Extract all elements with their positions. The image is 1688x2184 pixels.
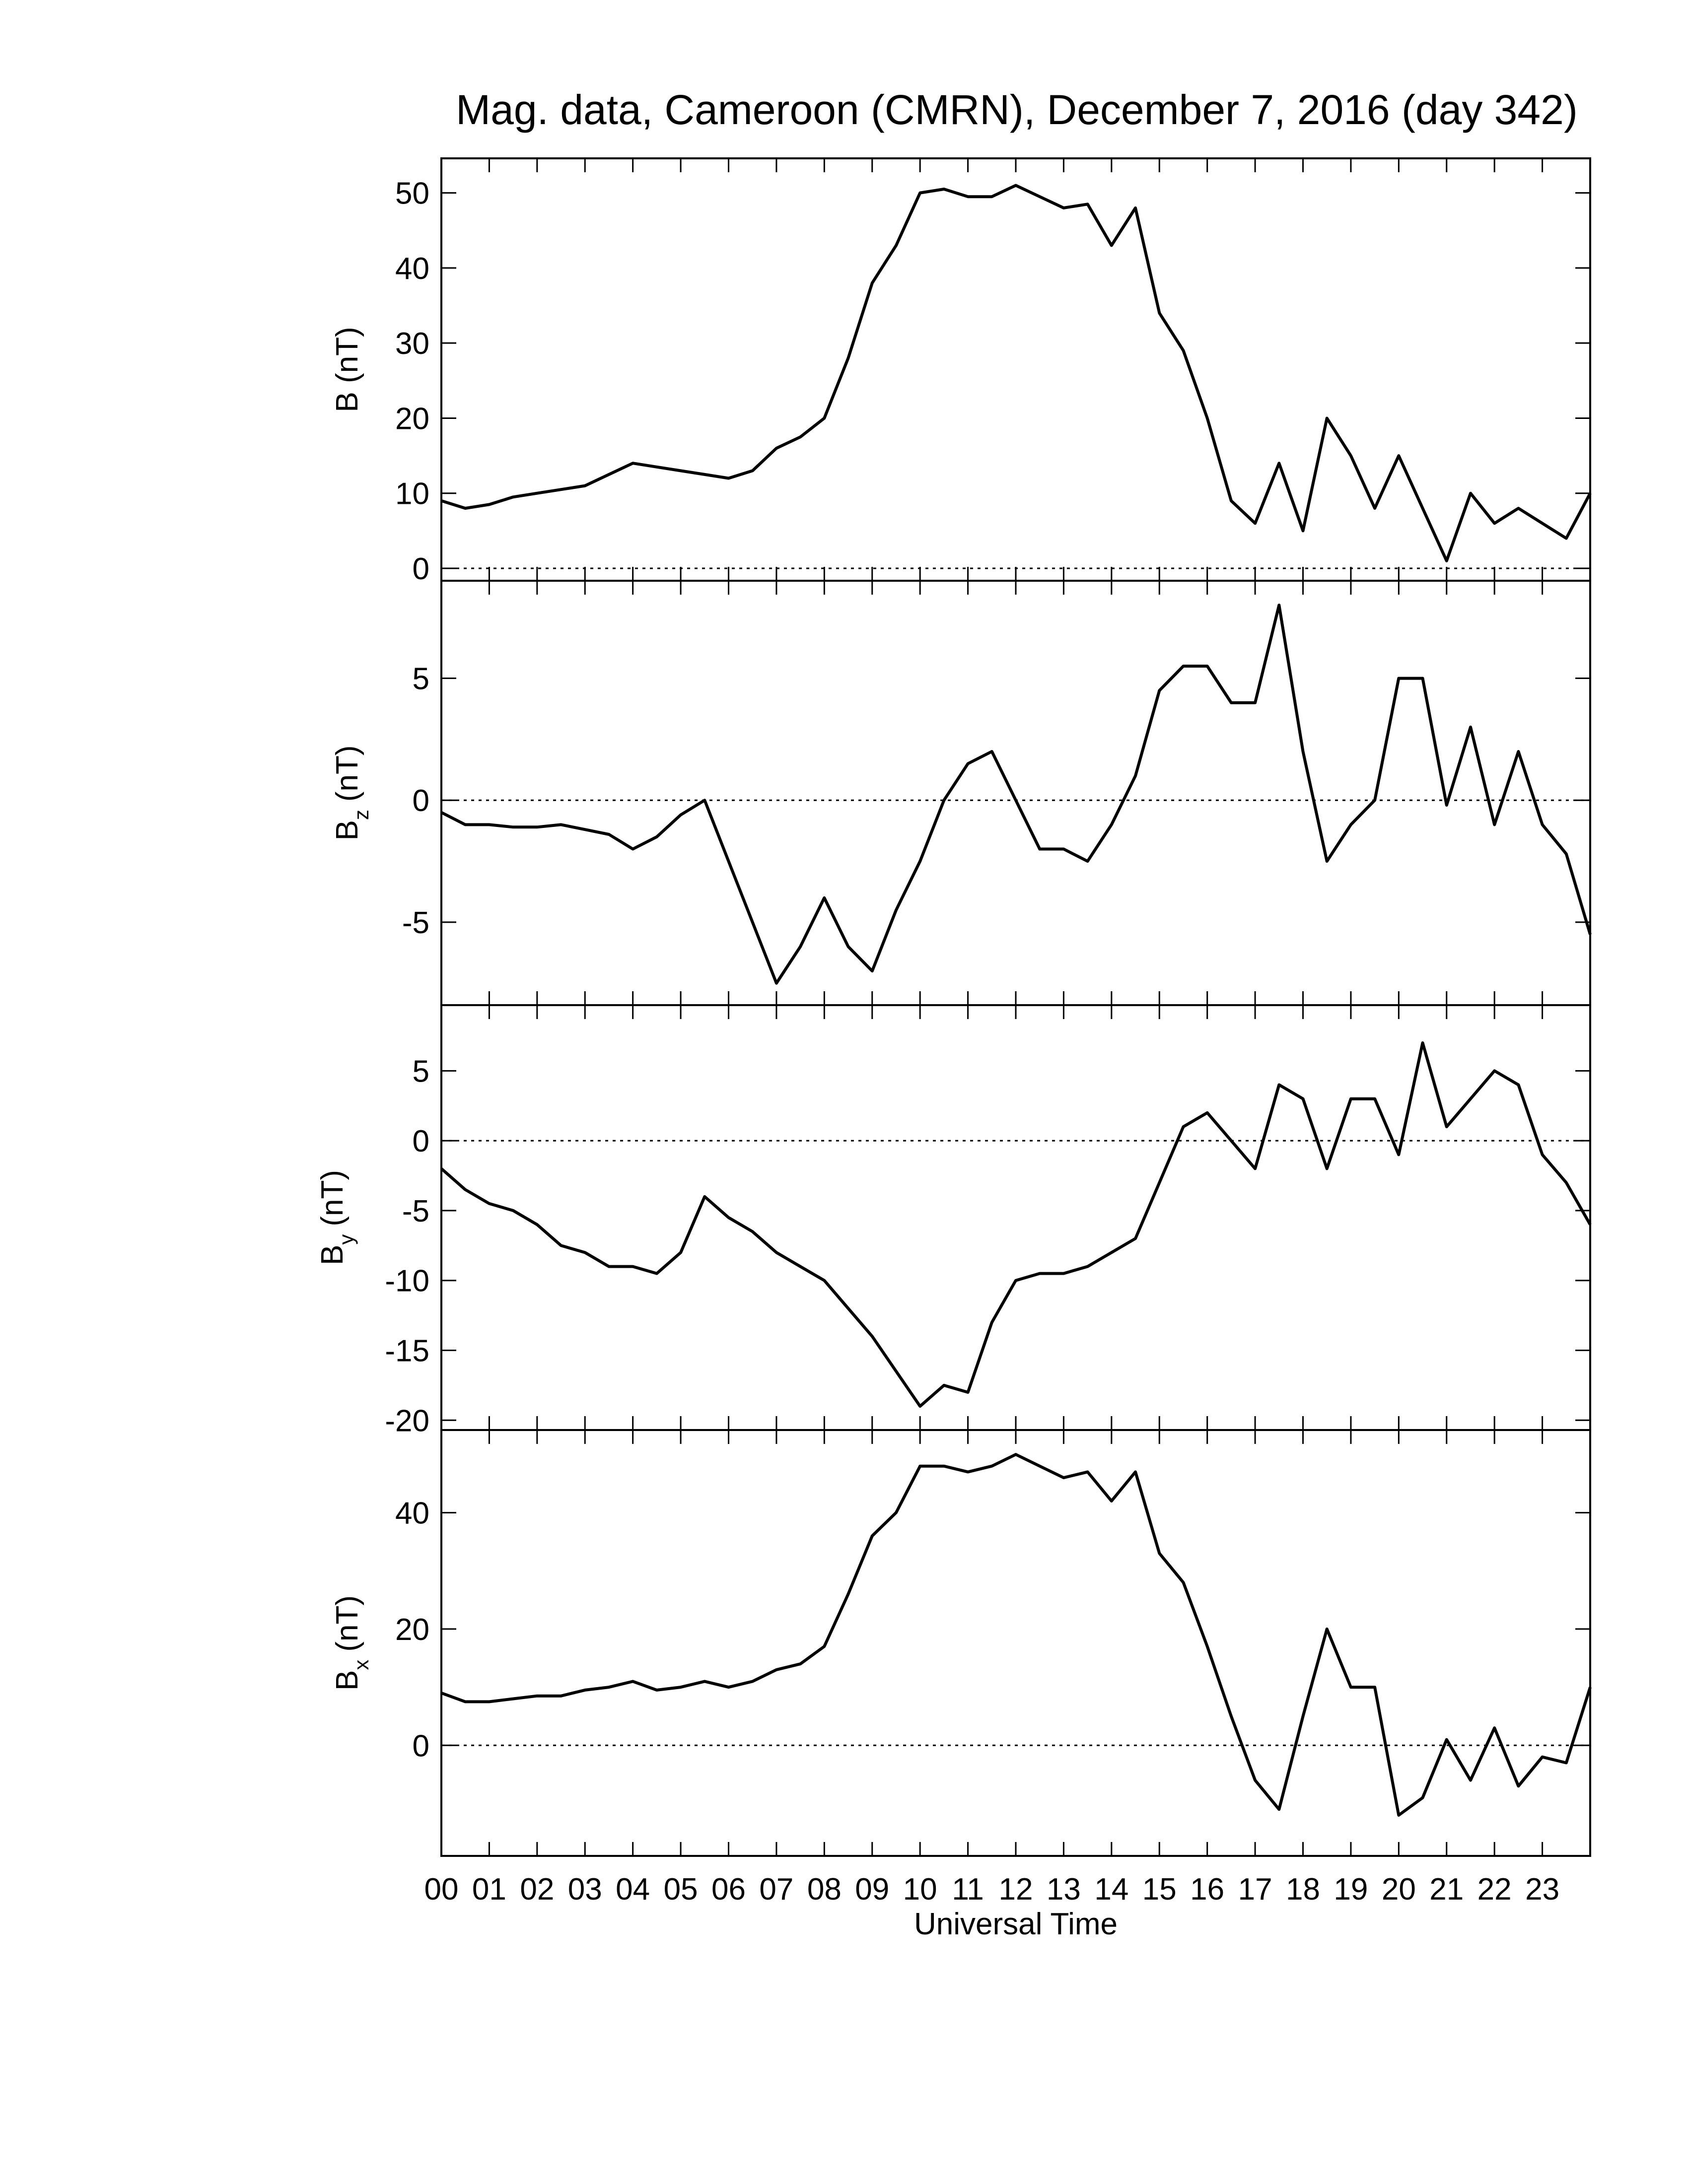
x-tick-label: 00: [424, 1872, 459, 1907]
x-tick-label: 18: [1286, 1872, 1320, 1907]
y-axis-label-main: B: [330, 820, 364, 840]
data-line: [440, 1041, 1592, 1408]
x-tick-label: 20: [1382, 1872, 1416, 1907]
y-axis-label: Bx (nT): [330, 1595, 373, 1691]
y-tick-label: 50: [395, 177, 429, 211]
y-tick-label: 0: [413, 552, 429, 586]
y-tick-label: 10: [395, 477, 429, 511]
y-axis-label: Bz (nT): [330, 745, 373, 840]
x-tick-label: 05: [664, 1872, 698, 1907]
x-tick-label: 19: [1334, 1872, 1368, 1907]
y-tick-label: 40: [395, 1496, 429, 1530]
x-tick-label: 13: [1047, 1872, 1081, 1907]
x-tick-label: 23: [1525, 1872, 1559, 1907]
x-tick-label: 17: [1238, 1872, 1272, 1907]
y-axis-label-main: B: [315, 1245, 350, 1265]
x-tick-label: 21: [1429, 1872, 1464, 1907]
y-tick-label: 30: [395, 327, 429, 361]
x-tick-label: 03: [568, 1872, 602, 1907]
y-axis-label-sub: x: [350, 1660, 373, 1670]
x-tick-label: 02: [520, 1872, 554, 1907]
chart-title: Mag. data, Cameroon (CMRN), December 7, …: [456, 86, 1578, 133]
y-tick-label: -5: [402, 1194, 429, 1228]
y-axis-label-unit: (nT): [330, 745, 364, 802]
y-tick-label: -5: [402, 906, 429, 940]
y-tick-label: 0: [413, 1729, 429, 1763]
y-axis-label-unit: (nT): [330, 1595, 364, 1652]
x-tick-label: 12: [999, 1872, 1033, 1907]
y-axis-label-sub: z: [350, 810, 373, 820]
y-axis-label-main: B: [330, 1670, 364, 1691]
data-line: [440, 604, 1592, 985]
data-line: [441, 184, 1592, 562]
y-tick-label: 20: [395, 402, 429, 436]
x-tick-label: 07: [759, 1872, 793, 1907]
y-tick-label: 40: [395, 252, 429, 286]
x-tick-label: 08: [807, 1872, 842, 1907]
y-axis-label: By (nT): [315, 1170, 358, 1265]
x-axis-label: Universal Time: [914, 1907, 1118, 1941]
x-tick-label: 04: [616, 1872, 650, 1907]
y-tick-label: 0: [413, 784, 429, 818]
x-tick-label: 06: [711, 1872, 746, 1907]
x-tick-label: 11: [952, 1872, 984, 1907]
y-tick-label: 0: [413, 1124, 429, 1159]
y-axis-label-unit: (nT): [315, 1170, 350, 1227]
y-tick-label: 20: [395, 1613, 429, 1647]
x-tick-label: 15: [1142, 1872, 1177, 1907]
y-tick-label: 5: [413, 1054, 429, 1089]
x-tick-label: 10: [903, 1872, 937, 1907]
y-tick-label: 5: [413, 662, 429, 696]
y-axis-label: B (nT): [330, 327, 364, 412]
y-tick-label: -10: [385, 1264, 429, 1298]
x-tick-label: 16: [1190, 1872, 1224, 1907]
y-axis-label-sub: y: [335, 1234, 358, 1245]
x-tick-label: 09: [855, 1872, 889, 1907]
x-tick-label: 14: [1094, 1872, 1128, 1907]
data-line: [440, 1453, 1592, 1817]
x-tick-label: 22: [1477, 1872, 1512, 1907]
plot-frame: [440, 1429, 1591, 1857]
x-tick-label: 01: [472, 1872, 506, 1907]
y-tick-label: -15: [385, 1334, 429, 1368]
y-tick-label: -20: [385, 1404, 429, 1438]
